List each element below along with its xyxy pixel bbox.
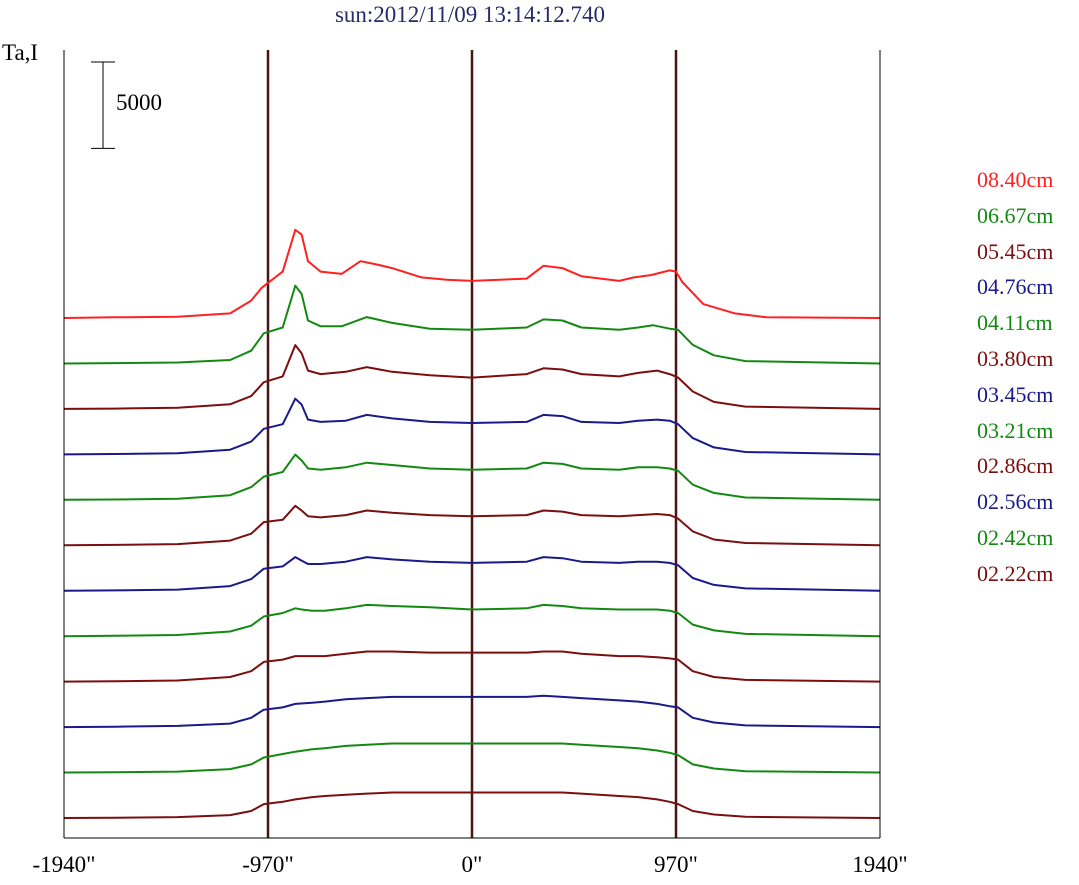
- legend-entry: 04.76cm: [977, 274, 1054, 300]
- x-tick-label: 0": [461, 852, 483, 877]
- x-tick-label: -970": [242, 852, 294, 877]
- series-line-04.11cm: [63, 453, 881, 501]
- legend-entry: 05.45cm: [977, 238, 1054, 264]
- series-lines: [63, 228, 881, 819]
- legend: 08.40cm 06.67cm 05.45cm 04.76cm 04.11cm 03.80…: [977, 162, 1053, 592]
- x-tick-label: -1940": [32, 852, 96, 877]
- chart-title: sun:2012/11/09 13:14:12.740: [334, 2, 606, 27]
- series-line-02.86cm: [63, 650, 881, 683]
- plot-frame: [63, 50, 881, 839]
- scale-bar-label: 5000: [116, 90, 162, 115]
- y-axis-label: Ta,I: [2, 40, 39, 65]
- legend-entry: 02.42cm: [977, 524, 1054, 550]
- legend-entry: 06.67cm: [977, 202, 1054, 228]
- legend-entry: 02.86cm: [977, 453, 1054, 479]
- vertical-reference-lines: [266, 50, 678, 838]
- series-line-05.45cm: [63, 344, 881, 410]
- series-line-03.21cm: [63, 603, 881, 638]
- legend-entry: 02.56cm: [977, 489, 1054, 515]
- legend-entry: 03.80cm: [977, 345, 1054, 371]
- series-line-02.42cm: [63, 742, 881, 774]
- series-line-03.45cm: [63, 556, 881, 592]
- series-line-08.40cm: [63, 228, 881, 319]
- series-line-06.67cm: [63, 284, 881, 365]
- legend-entry: 03.45cm: [977, 381, 1054, 407]
- series-line-03.80cm: [63, 504, 881, 547]
- legend-entry: 04.11cm: [977, 310, 1053, 336]
- series-line-04.76cm: [63, 397, 881, 456]
- legend-entry: 02.22cm: [977, 560, 1054, 586]
- series-line-02.56cm: [63, 694, 881, 729]
- scale-bar: [91, 61, 115, 149]
- legend-entry: 03.21cm: [977, 417, 1054, 443]
- x-tick-label: 970": [654, 852, 698, 877]
- legend-entry: 08.40cm: [977, 167, 1054, 192]
- x-tick-label: 1940": [852, 852, 908, 877]
- series-line-02.22cm: [63, 791, 881, 819]
